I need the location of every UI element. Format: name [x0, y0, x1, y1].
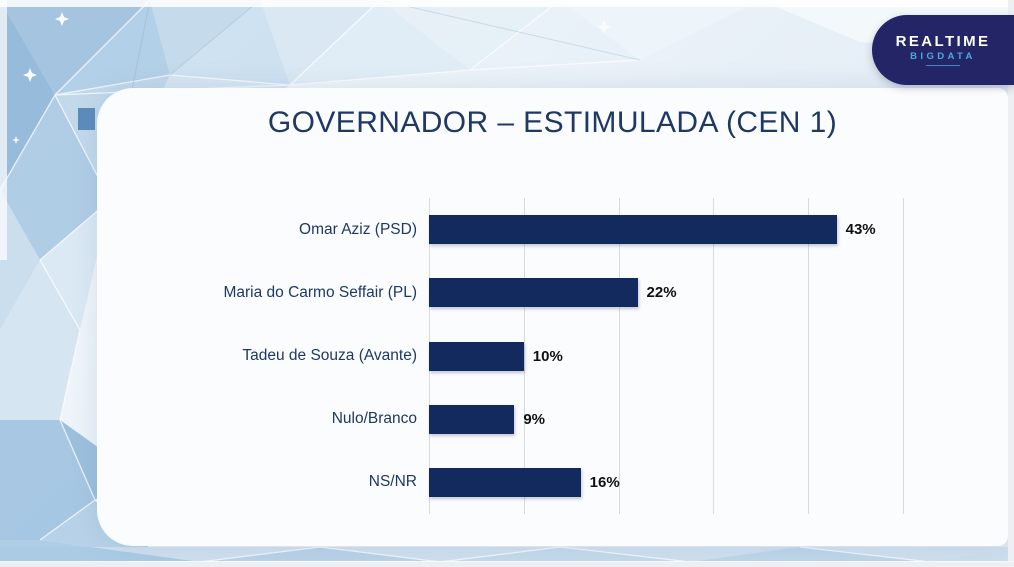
bar-chart: Omar Aziz (PSD) 43% Maria do Carmo Seffair… [140, 198, 960, 514]
bar-rows: Omar Aziz (PSD) 43% Maria do Carmo Seffair… [140, 198, 960, 514]
logo-underline [926, 65, 960, 66]
chart-card: GOVERNADOR – ESTIMULADA (CEN 1) Omar Azi… [97, 88, 1008, 546]
logo-text-bigdata: BIGDATA [910, 51, 976, 62]
bar-row: Nulo/Branco 9% [140, 388, 960, 451]
bar-value-label: 16% [589, 473, 620, 491]
grid-line [808, 198, 810, 514]
bar-row: NS/NR 16% [140, 451, 960, 514]
grid-line [713, 198, 715, 514]
bar-category-label: Maria do Carmo Seffair (PL) [223, 283, 417, 301]
bar-row: Tadeu de Souza (Avante) 10% [140, 324, 960, 387]
bar-category-label: Omar Aziz (PSD) [299, 220, 417, 238]
bar-value-label: 43% [845, 221, 876, 239]
bar [429, 215, 837, 245]
page-bottom-edge [0, 561, 1014, 567]
bar-category-label: NS/NR [368, 473, 417, 491]
bar-value-label: 10% [532, 347, 563, 365]
grid-line [523, 198, 525, 514]
bar-row: Omar Aziz (PSD) 43% [140, 198, 960, 261]
logo-text-realtime: REALTIME [895, 33, 991, 50]
bar [429, 341, 524, 371]
bar-value-label: 22% [646, 284, 677, 302]
realtime-bigdata-logo: REALTIME BIGDATA [872, 15, 1014, 85]
bar-category-label: Nulo/Branco [331, 410, 417, 428]
grid-line [618, 198, 620, 514]
grid-line [903, 198, 904, 514]
bar-category-label: Tadeu de Souza (Avante) [242, 347, 417, 364]
bar [429, 467, 581, 497]
page-title: GOVERNADOR – ESTIMULADA (CEN 1) [267, 106, 838, 139]
bar [429, 278, 638, 308]
bar-value-label: 9% [523, 410, 545, 428]
bar [429, 404, 515, 434]
bar-row: Maria do Carmo Seffair (PL) 22% [140, 261, 960, 324]
page-right-edge [1008, 0, 1014, 567]
